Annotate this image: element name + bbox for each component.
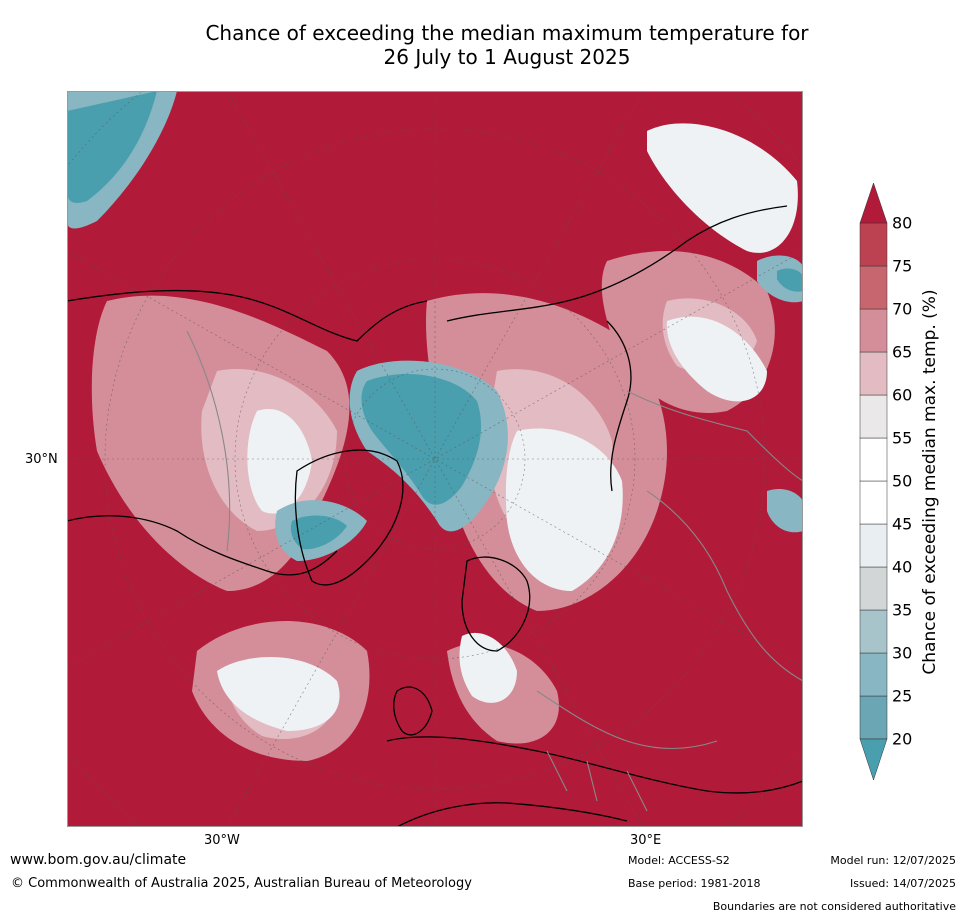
map-title: Chance of exceeding the median maximum t… xyxy=(0,21,965,69)
colorbar-segment xyxy=(859,652,888,697)
footer-model: Model: ACCESS-S2 xyxy=(628,854,730,867)
colorbar-segment xyxy=(859,222,888,267)
colorbar-tick-label: 40 xyxy=(892,557,913,577)
colorbar-low-extension xyxy=(859,738,888,781)
title-line-1: Chance of exceeding the median maximum t… xyxy=(205,21,809,45)
polar-map xyxy=(67,91,803,827)
colorbar-segment xyxy=(859,609,888,654)
colorbar-tick-label: 55 xyxy=(892,428,913,448)
colorbar-segment xyxy=(859,695,888,740)
band-below-25 xyxy=(67,91,803,550)
colorbar-segment xyxy=(859,566,888,611)
colorbar-tick-label: 80 xyxy=(892,213,913,233)
colorbar-segment xyxy=(859,523,888,568)
footer-boundaries-note: Boundaries are not considered authoritat… xyxy=(712,900,956,913)
colorbar-segment xyxy=(859,308,888,353)
colorbar-tick-label: 35 xyxy=(892,600,913,620)
colorbar-segment xyxy=(859,351,888,396)
footer-url[interactable]: www.bom.gov.au/climate xyxy=(10,852,187,868)
colorbar-tick-label: 20 xyxy=(892,729,913,749)
colorbar-tick-label: 65 xyxy=(892,342,913,362)
colorbar-segment xyxy=(859,265,888,310)
footer-issued: Issued: 14/07/2025 xyxy=(849,877,956,890)
colorbar-tick-label: 70 xyxy=(892,299,913,319)
band-45-55 xyxy=(217,123,798,731)
footer-base-period: Base period: 1981-2018 xyxy=(628,877,761,890)
colorbar-segment xyxy=(859,480,888,525)
title-line-2: 26 July to 1 August 2025 xyxy=(383,45,631,69)
colorbar xyxy=(855,180,965,790)
colorbar-tick-label: 50 xyxy=(892,471,913,491)
colorbar-tick-label: 75 xyxy=(892,256,913,276)
colorbar-svg xyxy=(859,182,888,781)
lat-label-30n: 30°N xyxy=(25,452,58,467)
lon-label-30e: 30°E xyxy=(630,833,662,848)
colorbar-tick-label: 30 xyxy=(892,643,913,663)
map-canvas xyxy=(67,91,803,827)
footer-copyright: © Commonwealth of Australia 2025, Austra… xyxy=(11,876,472,891)
colorbar-label: Chance of exceeding median max. temp. (%… xyxy=(920,289,940,675)
footer-model-run: Model run: 12/07/2025 xyxy=(830,854,956,867)
coastlines xyxy=(67,205,803,827)
colorbar-tick-label: 60 xyxy=(892,385,913,405)
colorbar-tick-label: 45 xyxy=(892,514,913,534)
lon-label-30w: 30°W xyxy=(204,833,240,848)
colorbar-tick-label: 25 xyxy=(892,686,913,706)
map-frame xyxy=(67,91,803,827)
country-borders xyxy=(186,330,803,812)
colorbar-segment xyxy=(859,437,888,482)
graticule xyxy=(67,91,803,827)
colorbar-segment xyxy=(859,394,888,439)
colorbar-high-extension xyxy=(859,182,888,224)
